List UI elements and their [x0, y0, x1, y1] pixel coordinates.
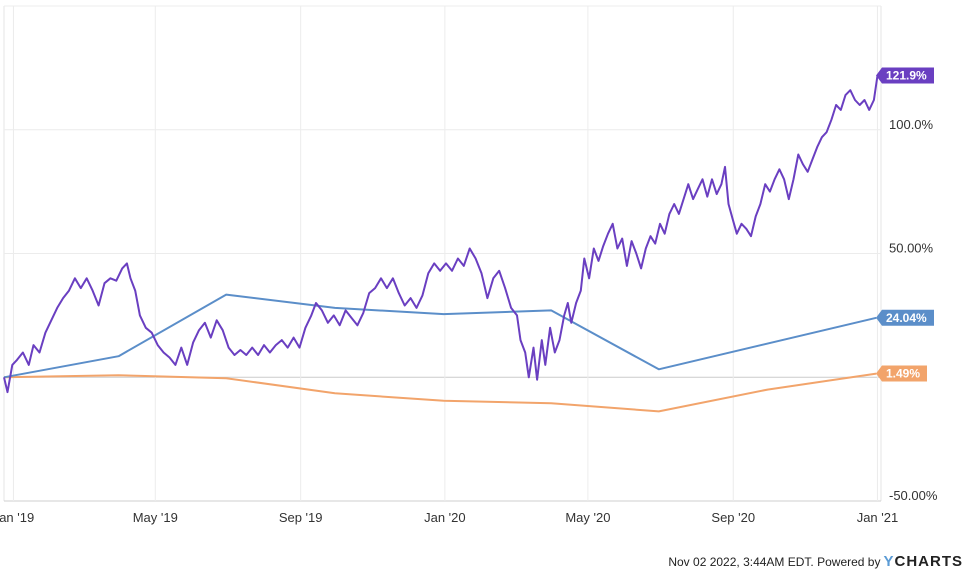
x-tick-label: May '20: [565, 510, 610, 525]
series-line: [3, 372, 877, 413]
end-value-labels: 121.9% 24.04% 1.49%: [876, 67, 934, 382]
end-value-tag-shape: [876, 365, 927, 382]
end-value-label: 24.04%: [886, 311, 927, 325]
ycharts-logo-text: CHARTS: [894, 553, 963, 570]
y-tick-label: -50.00%: [889, 488, 938, 503]
ycharts-logo[interactable]: YCHARTS: [883, 553, 963, 570]
chart-grid: [3, 5, 882, 502]
x-axis-ticks: Jan '19 May '19 Sep '19 Jan '20 May '20 Sep '…: [0, 510, 898, 525]
footer-powered-by: Powered by: [817, 554, 881, 569]
series-line: [3, 75, 879, 394]
end-value-label: 121.9%: [886, 69, 927, 83]
footer-timestamp: Nov 02 2022, 3:44AM EDT.: [668, 554, 814, 569]
end-value-tag: 121.9%: [876, 67, 934, 84]
x-tick-label: Sep '19: [279, 510, 323, 525]
end-value-tag: 1.49%: [876, 365, 927, 382]
series-line: [3, 293, 877, 379]
end-value-tag: 24.04%: [876, 309, 934, 326]
chart-footer: Nov 02 2022, 3:44AM EDT. Powered by YCHA…: [668, 553, 963, 570]
x-tick-label: May '19: [133, 510, 178, 525]
end-value-tag-shape: [876, 309, 934, 326]
x-tick-label: Sep '20: [711, 510, 755, 525]
x-tick-label: Jan '19: [0, 510, 34, 525]
y-axis-ticks: -50.00% 50.00% 100.0%: [889, 117, 938, 503]
x-tick-label: Jan '20: [424, 510, 466, 525]
ycharts-logo-y: Y: [883, 553, 895, 570]
chart-series: [3, 75, 879, 413]
y-tick-label: 100.0%: [889, 117, 934, 132]
end-value-tag-shape: [876, 67, 934, 84]
x-tick-label: Jan '21: [857, 510, 899, 525]
y-tick-label: 50.00%: [889, 241, 934, 256]
end-value-label: 1.49%: [886, 367, 920, 381]
